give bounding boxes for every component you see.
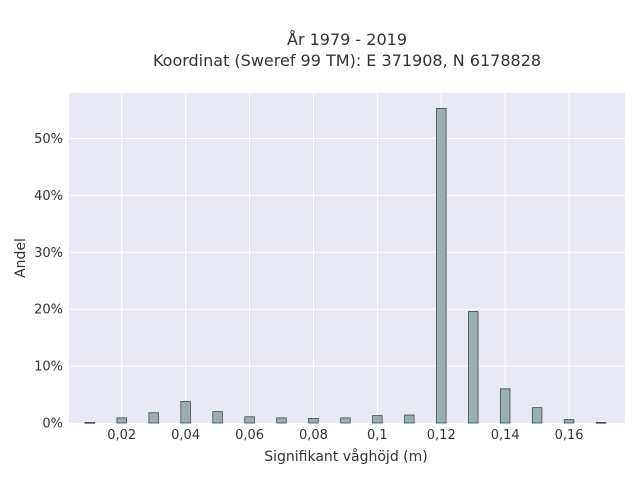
bar bbox=[276, 417, 287, 424]
y-axis-label: Andel bbox=[13, 238, 29, 278]
bar bbox=[84, 422, 95, 424]
bar bbox=[595, 422, 607, 424]
x-axis-label: Signifikant våghöjd (m) bbox=[264, 448, 427, 465]
x-tick-label: 0,04 bbox=[171, 428, 200, 443]
plot-area bbox=[69, 93, 625, 423]
bar bbox=[499, 388, 511, 424]
x-tick-label: 0,16 bbox=[555, 428, 584, 443]
x-tick-label: 0,14 bbox=[491, 428, 520, 443]
y-tick-label: 30% bbox=[34, 246, 63, 261]
bar bbox=[148, 412, 159, 424]
bar bbox=[340, 417, 351, 424]
y-tick-labels: 0% 10% 20% 30% 40% 50% bbox=[34, 132, 63, 431]
x-tick-labels: 0,02 0,04 0,06 0,08 0,1 0,12 0,14 0,16 bbox=[107, 428, 583, 443]
bar bbox=[531, 407, 543, 424]
bars bbox=[84, 107, 607, 424]
x-tick-label: 0,02 bbox=[107, 428, 136, 443]
y-tick-label: 0% bbox=[42, 417, 63, 432]
y-gridlines bbox=[69, 138, 625, 367]
x-tick-label: 0,1 bbox=[367, 428, 388, 443]
x-tick-label: 0,08 bbox=[299, 428, 328, 443]
y-tick-label: 10% bbox=[34, 360, 63, 375]
x-tick-label: 0,06 bbox=[235, 428, 264, 443]
y-tick-label: 40% bbox=[34, 189, 63, 204]
y-tick-label: 20% bbox=[34, 303, 63, 318]
bar bbox=[468, 311, 479, 424]
chart-title-line-2: Koordinat (Sweref 99 TM): E 371908, N 61… bbox=[153, 51, 541, 70]
bar bbox=[180, 400, 191, 424]
bar bbox=[116, 417, 127, 424]
x-tick-label: 0,12 bbox=[427, 428, 456, 443]
y-tick-label: 50% bbox=[34, 132, 63, 147]
bar bbox=[563, 419, 575, 424]
bar bbox=[372, 415, 383, 424]
bar bbox=[436, 107, 447, 424]
bar bbox=[212, 411, 223, 424]
bar bbox=[308, 418, 319, 424]
bar bbox=[244, 416, 255, 424]
chart-title-line-1: År 1979 - 2019 bbox=[287, 30, 407, 49]
bar bbox=[404, 414, 415, 424]
